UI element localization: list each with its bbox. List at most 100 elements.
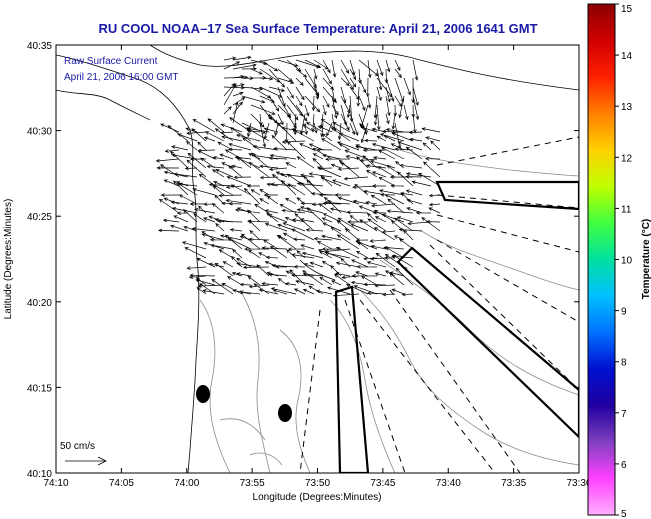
current-vector xyxy=(197,141,207,151)
current-vector xyxy=(387,198,405,214)
current-vector xyxy=(271,134,288,151)
scale-arrow xyxy=(65,456,107,466)
x-tick-label: 74:10 xyxy=(43,478,68,489)
current-vector xyxy=(198,205,207,214)
y-tick-label: 40:20 xyxy=(27,298,52,309)
current-vector xyxy=(197,150,216,160)
current-vector xyxy=(250,75,267,80)
current-vector xyxy=(236,207,252,214)
current-vector xyxy=(311,95,316,112)
current-vector xyxy=(370,203,396,208)
current-vector xyxy=(302,288,315,295)
current-vector xyxy=(366,212,378,223)
current-vector xyxy=(397,141,423,151)
current-vector xyxy=(320,118,342,133)
current-vector xyxy=(325,157,351,162)
current-vector xyxy=(365,77,370,98)
current-vector xyxy=(301,251,324,259)
current-vector xyxy=(217,219,243,224)
current-vector xyxy=(241,95,266,104)
x-tick-label: 74:00 xyxy=(174,478,199,489)
current-vector xyxy=(232,248,243,259)
current-vector xyxy=(207,118,225,133)
current-vector xyxy=(203,217,216,223)
current-vector xyxy=(421,127,441,133)
current-vector xyxy=(412,86,419,106)
current-vector xyxy=(405,189,423,196)
current-vector xyxy=(345,283,369,295)
current-vector xyxy=(224,234,243,250)
current-vector xyxy=(228,165,243,178)
current-vector xyxy=(395,267,414,286)
current-vector xyxy=(264,260,279,268)
current-vector xyxy=(294,213,315,232)
current-vector xyxy=(191,128,207,142)
x-axis-ticks: 74:10 74:05 74:00 73:55 73:50 73:45 73:40 73:35… xyxy=(43,45,592,489)
current-vector xyxy=(335,261,360,268)
current-vector xyxy=(184,247,207,259)
current-vector xyxy=(261,281,279,286)
current-vector xyxy=(203,136,216,142)
colorbar-tick-label: 10 xyxy=(621,256,633,267)
current-vector xyxy=(291,253,315,259)
x-tick-label: 73:30 xyxy=(566,478,591,489)
colorbar-tick-label: 6 xyxy=(621,460,627,471)
current-vector xyxy=(349,122,356,136)
current-vector xyxy=(155,158,180,163)
current-vector xyxy=(221,135,243,142)
current-vector xyxy=(232,101,243,115)
current-vector xyxy=(293,264,306,269)
current-vector xyxy=(378,177,396,187)
current-vector xyxy=(306,179,324,196)
y-tick-label: 40:35 xyxy=(27,41,52,52)
current-vector xyxy=(381,147,405,160)
current-vector xyxy=(170,200,189,205)
current-vector xyxy=(271,173,288,187)
current-vector xyxy=(401,292,414,297)
current-vector xyxy=(369,256,387,261)
current-vector xyxy=(405,174,423,179)
current-vector xyxy=(386,209,414,214)
current-vector xyxy=(287,247,306,252)
current-vector xyxy=(340,95,351,114)
colorbar-tick-label: 9 xyxy=(621,307,627,318)
annotation-line-1: Raw Surface Current xyxy=(64,56,158,67)
current-vector xyxy=(219,234,243,241)
current-vector xyxy=(158,198,180,214)
current-vector xyxy=(296,208,315,214)
current-vector xyxy=(259,76,274,81)
current-vector xyxy=(193,208,216,214)
current-vector xyxy=(218,193,243,198)
current-vector xyxy=(287,183,306,196)
current-vector xyxy=(195,278,216,286)
current-vector xyxy=(385,95,391,117)
current-vector xyxy=(268,68,286,88)
current-vector xyxy=(292,237,306,242)
current-vector xyxy=(394,217,414,232)
current-vector xyxy=(176,211,189,216)
current-vector xyxy=(330,227,351,241)
current-vector xyxy=(340,59,350,74)
current-vector xyxy=(425,136,441,142)
current-vector xyxy=(277,113,284,126)
current-vector xyxy=(229,117,252,133)
current-vector xyxy=(365,164,387,169)
plot-area xyxy=(55,44,580,474)
current-vector xyxy=(231,272,243,277)
current-vector xyxy=(185,140,198,151)
current-vector xyxy=(316,166,342,178)
current-vector xyxy=(331,59,337,78)
current-vector xyxy=(412,59,419,81)
current-vector xyxy=(322,68,332,85)
current-vector xyxy=(376,135,387,142)
current-vector xyxy=(367,59,372,79)
y-tick-label: 40:25 xyxy=(27,212,52,223)
current-vector xyxy=(428,202,441,207)
colorbar-tick-label: 7 xyxy=(621,409,627,420)
current-vector xyxy=(377,166,396,178)
current-vector xyxy=(231,255,243,268)
current-vector xyxy=(259,164,279,169)
current-vector xyxy=(385,59,391,73)
current-vector xyxy=(167,125,189,142)
current-vector xyxy=(370,159,396,169)
